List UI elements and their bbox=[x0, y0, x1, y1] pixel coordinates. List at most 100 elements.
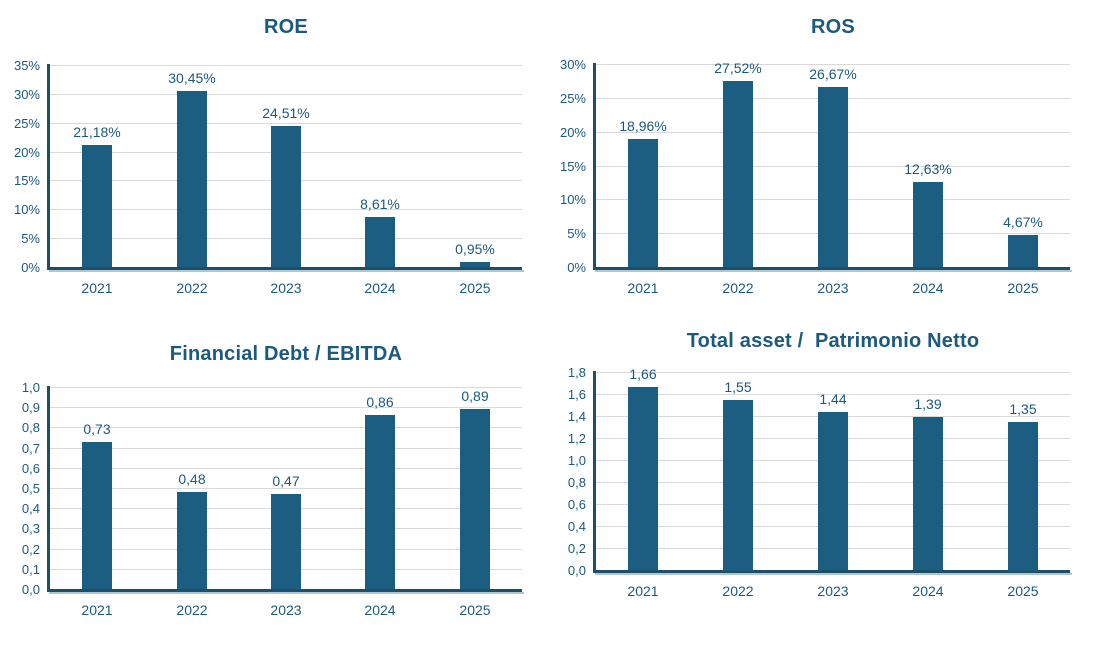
chart-financial-debt-ebitda: Financial Debt / EBITDA 0,0 0,1 0,2 0,3 0,4 0… bbox=[0, 323, 550, 646]
x-axis-label: 2025 bbox=[1007, 583, 1039, 599]
bar bbox=[365, 415, 395, 589]
bar-value-label: 1,39 bbox=[914, 396, 942, 412]
bar bbox=[628, 387, 658, 570]
y-tick-label: 1,0 bbox=[21, 380, 40, 395]
gridline bbox=[50, 123, 522, 124]
gridline bbox=[50, 468, 522, 469]
x-axis-line bbox=[593, 267, 1070, 270]
x-axis-label: 2021 bbox=[627, 280, 659, 296]
y-axis-line bbox=[593, 63, 596, 267]
y-tick-label: 30% bbox=[13, 87, 40, 102]
bar bbox=[460, 262, 490, 267]
y-tick-label: 15% bbox=[13, 173, 40, 188]
x-axis-shadow bbox=[595, 270, 1072, 272]
bar-value-label: 30,45% bbox=[168, 70, 216, 86]
bar-value-label: 1,66 bbox=[629, 366, 657, 382]
x-axis-line bbox=[47, 589, 522, 592]
y-tick-label: 1,8 bbox=[567, 365, 586, 380]
bar bbox=[628, 139, 658, 267]
chart-ros: ROS 0% 5% 10% 15% 20% 25% 30% 18,96% 2021 27,52% 2… bbox=[550, 0, 1100, 323]
y-axis-line bbox=[47, 386, 50, 589]
y-tick-label: 0,0 bbox=[21, 582, 40, 597]
y-tick-label: 0,1 bbox=[21, 562, 40, 577]
bar bbox=[1008, 422, 1038, 571]
x-axis-shadow bbox=[595, 573, 1072, 575]
bar bbox=[723, 81, 753, 267]
x-axis-label: 2022 bbox=[722, 583, 754, 599]
bar bbox=[913, 182, 943, 267]
bar-value-label: 27,52% bbox=[714, 60, 762, 76]
x-axis-shadow bbox=[49, 592, 524, 594]
bar bbox=[271, 494, 301, 589]
chart-title: Financial Debt / EBITDA bbox=[169, 343, 403, 365]
y-tick-label: 0,4 bbox=[21, 501, 40, 516]
y-tick-label: 0,7 bbox=[21, 441, 40, 456]
y-tick-label: 0% bbox=[21, 260, 40, 275]
gridline bbox=[596, 64, 1070, 65]
y-tick-label: 20% bbox=[13, 145, 40, 160]
gridline bbox=[50, 65, 522, 66]
y-tick-label: 1,4 bbox=[567, 409, 586, 424]
bar-value-label: 18,96% bbox=[619, 118, 667, 134]
x-axis-label: 2024 bbox=[364, 280, 396, 296]
y-tick-label: 1,2 bbox=[567, 431, 586, 446]
chart-title: ROS bbox=[811, 16, 855, 38]
bar bbox=[723, 400, 753, 571]
y-tick-label: 0,6 bbox=[21, 461, 40, 476]
bar-value-label: 26,67% bbox=[809, 66, 857, 82]
x-axis-label: 2021 bbox=[627, 583, 659, 599]
y-tick-label: 1,0 bbox=[567, 453, 586, 468]
bar-value-label: 12,63% bbox=[904, 161, 952, 177]
gridline bbox=[596, 372, 1070, 373]
bar-value-label: 1,35 bbox=[1009, 401, 1037, 417]
bar bbox=[177, 91, 207, 267]
bar bbox=[82, 442, 112, 589]
bar bbox=[818, 87, 848, 267]
gridline bbox=[50, 448, 522, 449]
bar-value-label: 0,86 bbox=[366, 394, 394, 410]
x-axis-label: 2022 bbox=[176, 280, 208, 296]
y-tick-label: 20% bbox=[559, 125, 586, 140]
x-axis-label: 2024 bbox=[912, 583, 944, 599]
gridline bbox=[50, 488, 522, 489]
bar bbox=[82, 145, 112, 267]
bar-value-label: 0,48 bbox=[178, 471, 206, 487]
gridline bbox=[50, 94, 522, 95]
bar bbox=[177, 492, 207, 589]
bar-value-label: 1,55 bbox=[724, 379, 752, 395]
x-axis-label: 2023 bbox=[270, 602, 302, 618]
x-axis-shadow bbox=[49, 270, 524, 272]
x-axis-label: 2024 bbox=[912, 280, 944, 296]
bar bbox=[271, 126, 301, 267]
x-axis-label: 2021 bbox=[81, 602, 113, 618]
bar bbox=[913, 417, 943, 570]
gridline bbox=[50, 407, 522, 408]
y-tick-label: 30% bbox=[559, 57, 586, 72]
chart-roe: ROE 0% 5% 10% 15% 20% 25% 30% 35% 21,18% 2021 30,4… bbox=[0, 0, 550, 323]
bar-value-label: 0,89 bbox=[461, 388, 489, 404]
bar-value-label: 0,47 bbox=[272, 473, 300, 489]
bar bbox=[818, 412, 848, 570]
y-tick-label: 0,4 bbox=[567, 519, 586, 534]
bar-value-label: 8,61% bbox=[360, 196, 400, 212]
chart-total-asset-patrimonio-netto: Total asset / Patrimonio Netto 0,0 0,2 0,4… bbox=[550, 323, 1100, 646]
x-axis-label: 2025 bbox=[1007, 280, 1039, 296]
y-tick-label: 0% bbox=[567, 260, 586, 275]
y-tick-label: 0,8 bbox=[21, 420, 40, 435]
y-tick-label: 5% bbox=[567, 226, 586, 241]
x-axis-label: 2023 bbox=[270, 280, 302, 296]
x-axis-label: 2022 bbox=[176, 602, 208, 618]
y-tick-label: 0,6 bbox=[567, 497, 586, 512]
bar-value-label: 0,73 bbox=[83, 421, 111, 437]
x-axis-line bbox=[47, 267, 522, 270]
y-tick-label: 5% bbox=[21, 231, 40, 246]
y-tick-label: 0,5 bbox=[21, 481, 40, 496]
gridline bbox=[596, 394, 1070, 395]
x-axis-label: 2025 bbox=[459, 280, 491, 296]
bar-value-label: 21,18% bbox=[73, 124, 121, 140]
y-tick-label: 0,2 bbox=[21, 542, 40, 557]
y-tick-label: 15% bbox=[559, 159, 586, 174]
y-tick-label: 25% bbox=[13, 116, 40, 131]
x-axis-label: 2022 bbox=[722, 280, 754, 296]
